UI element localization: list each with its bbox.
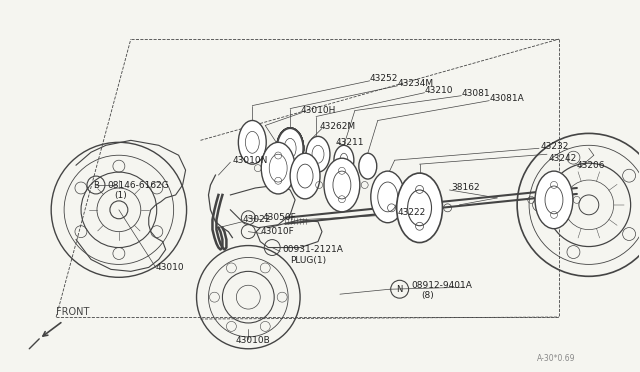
Ellipse shape	[277, 128, 303, 168]
Ellipse shape	[238, 121, 266, 164]
Text: 43010B: 43010B	[236, 336, 270, 345]
Ellipse shape	[284, 138, 296, 158]
Ellipse shape	[359, 153, 377, 179]
Ellipse shape	[269, 154, 287, 182]
Ellipse shape	[297, 164, 313, 188]
Ellipse shape	[333, 171, 351, 199]
Text: 43210: 43210	[424, 86, 453, 95]
Ellipse shape	[334, 145, 354, 175]
Ellipse shape	[371, 171, 404, 223]
Ellipse shape	[306, 137, 330, 172]
Text: 43206: 43206	[577, 161, 605, 170]
Text: 43050F: 43050F	[262, 213, 296, 222]
Text: 43010F: 43010F	[260, 227, 294, 236]
Circle shape	[241, 225, 255, 238]
Text: 43010H: 43010H	[300, 106, 335, 115]
Ellipse shape	[340, 153, 348, 167]
Ellipse shape	[290, 153, 320, 199]
Text: 43262M: 43262M	[320, 122, 356, 131]
Text: 43222: 43222	[397, 208, 426, 217]
Text: PLUG(1): PLUG(1)	[290, 256, 326, 265]
Text: 43081: 43081	[461, 89, 490, 98]
Text: 38162: 38162	[451, 183, 480, 192]
Circle shape	[264, 240, 280, 256]
Ellipse shape	[312, 145, 324, 163]
Text: 43234M: 43234M	[397, 79, 434, 88]
Ellipse shape	[408, 190, 431, 226]
Text: 43232: 43232	[541, 142, 570, 151]
Ellipse shape	[378, 182, 397, 212]
Ellipse shape	[535, 171, 573, 229]
Text: N: N	[396, 285, 403, 294]
Text: 08146-6162G: 08146-6162G	[107, 180, 169, 189]
Text: 43022: 43022	[243, 215, 271, 224]
Text: 00931-2121A: 00931-2121A	[282, 245, 343, 254]
Text: 43010N: 43010N	[232, 156, 268, 165]
Circle shape	[110, 201, 128, 219]
Text: (1): (1)	[114, 192, 127, 201]
Ellipse shape	[261, 142, 295, 194]
Ellipse shape	[397, 173, 442, 243]
Ellipse shape	[245, 131, 259, 153]
Text: 43081A: 43081A	[489, 94, 524, 103]
Text: (8): (8)	[422, 291, 435, 300]
Ellipse shape	[324, 158, 360, 212]
Text: 43242: 43242	[549, 154, 577, 163]
Text: 43211: 43211	[336, 138, 364, 147]
Text: 08912-9401A: 08912-9401A	[412, 281, 472, 290]
Ellipse shape	[545, 186, 563, 214]
Text: 43010: 43010	[156, 263, 184, 272]
Circle shape	[241, 211, 255, 225]
Text: 43252: 43252	[370, 74, 398, 83]
Text: B: B	[93, 181, 99, 190]
Text: FRONT: FRONT	[56, 307, 90, 317]
Text: A-30*0.69: A-30*0.69	[537, 354, 575, 363]
